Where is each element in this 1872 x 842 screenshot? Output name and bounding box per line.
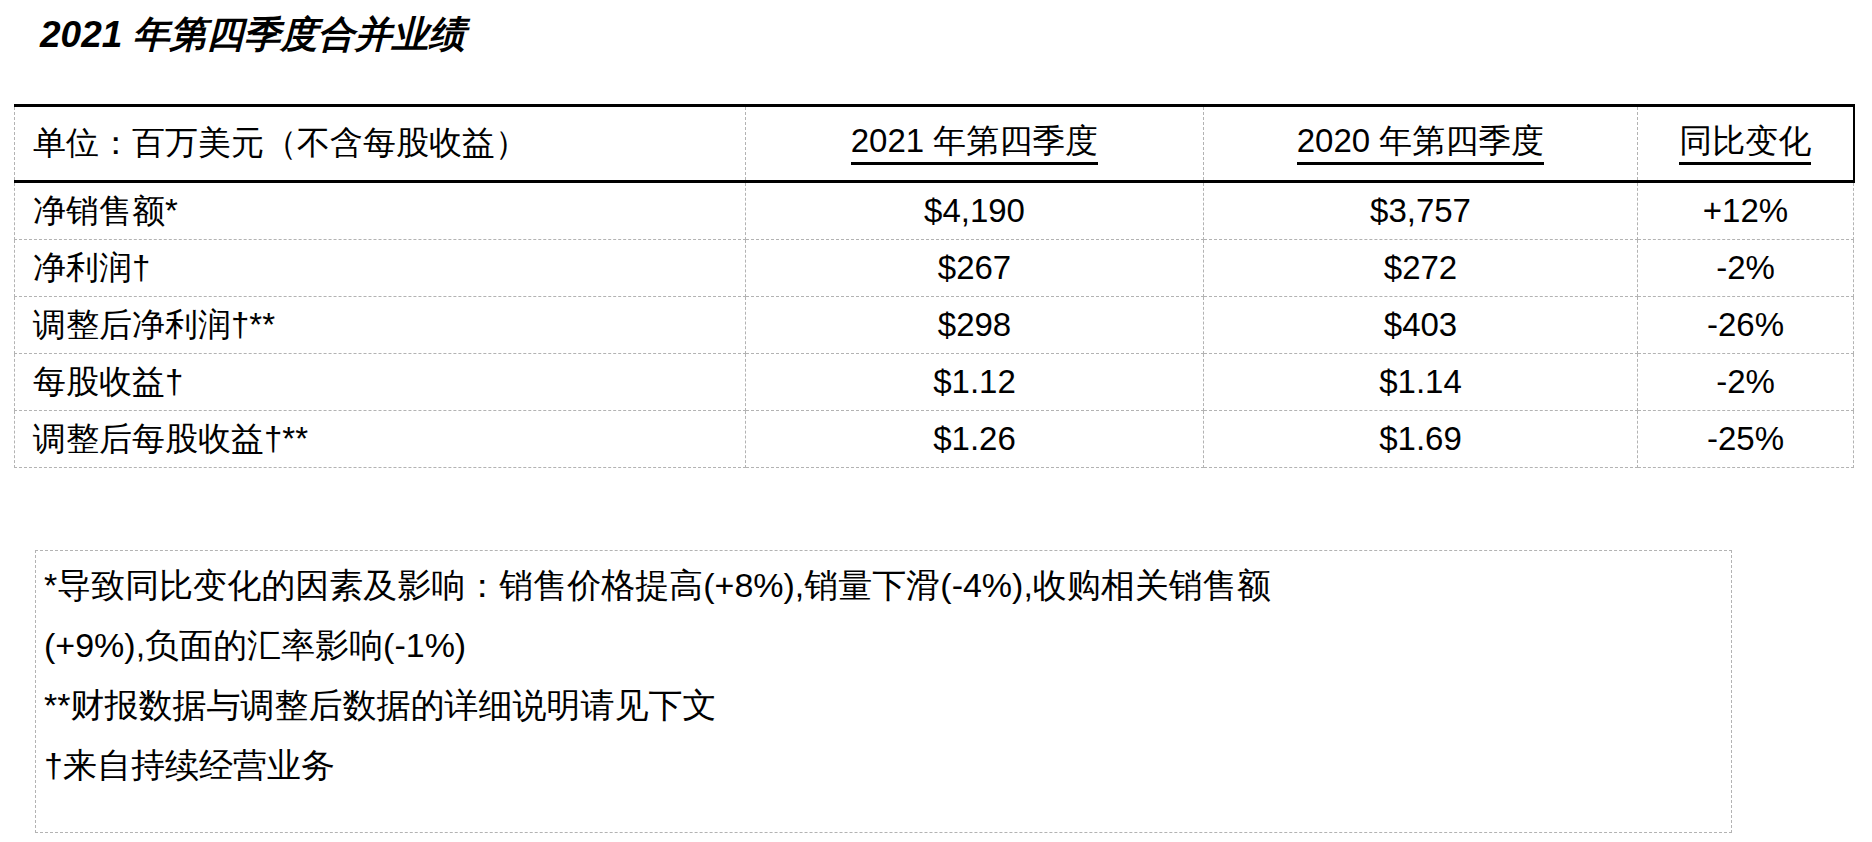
document-page: 2021 年第四季度合并业绩 单位：百万美元（不含每股收益） 2021 年第四季… (0, 0, 1872, 842)
value-q4-2020: $1.69 (1204, 411, 1638, 468)
row-label: 调整后净利润†** (15, 297, 746, 354)
row-label: 净利润† (15, 240, 746, 297)
value-change: +12% (1638, 182, 1854, 240)
table-row: 净销售额* $4,190 $3,757 +12% (15, 182, 1854, 240)
header-unit-label: 单位：百万美元（不含每股收益） (33, 124, 528, 161)
value-change: -2% (1638, 354, 1854, 411)
value-q4-2021: $1.12 (746, 354, 1204, 411)
header-q4-2021-label: 2021 年第四季度 (851, 123, 1099, 165)
value-change: -2% (1638, 240, 1854, 297)
table-row: 调整后净利润†** $298 $403 -26% (15, 297, 1854, 354)
footnote-sales-factors-line1: *导致同比变化的因素及影响：销售价格提高(+8%),销量下滑(-4%),收购相关… (44, 555, 1723, 615)
footnote-sales-factors-line2: (+9%),负面的汇率影响(-1%) (44, 615, 1723, 675)
row-label: 调整后每股收益†** (15, 411, 746, 468)
table-row: 调整后每股收益†** $1.26 $1.69 -25% (15, 411, 1854, 468)
value-change: -26% (1638, 297, 1854, 354)
quarterly-results-table: 单位：百万美元（不含每股收益） 2021 年第四季度 2020 年第四季度 同比… (14, 104, 1855, 468)
row-label: 净销售额* (15, 182, 746, 240)
value-q4-2021: $267 (746, 240, 1204, 297)
table-row: 净利润† $267 $272 -2% (15, 240, 1854, 297)
row-label: 每股收益† (15, 354, 746, 411)
footnotes-box: *导致同比变化的因素及影响：销售价格提高(+8%),销量下滑(-4%),收购相关… (35, 550, 1732, 833)
footnote-adjusted-data-note: **财报数据与调整后数据的详细说明请见下文 (44, 675, 1723, 735)
page-title: 2021 年第四季度合并业绩 (40, 10, 466, 60)
header-q4-2020-label: 2020 年第四季度 (1297, 123, 1545, 165)
header-cell-q4-2021: 2021 年第四季度 (746, 106, 1204, 182)
value-q4-2020: $272 (1204, 240, 1638, 297)
table-header-row: 单位：百万美元（不含每股收益） 2021 年第四季度 2020 年第四季度 同比… (15, 106, 1854, 182)
header-cell-unit: 单位：百万美元（不含每股收益） (15, 106, 746, 182)
value-change: -25% (1638, 411, 1854, 468)
clipped-next-section-heading: 2021 年全年合并业绩 (40, 837, 382, 842)
header-cell-change: 同比变化 (1638, 106, 1854, 182)
value-q4-2020: $1.14 (1204, 354, 1638, 411)
value-q4-2020: $403 (1204, 297, 1638, 354)
value-q4-2020: $3,757 (1204, 182, 1638, 240)
value-q4-2021: $1.26 (746, 411, 1204, 468)
value-q4-2021: $4,190 (746, 182, 1204, 240)
value-q4-2021: $298 (746, 297, 1204, 354)
header-cell-q4-2020: 2020 年第四季度 (1204, 106, 1638, 182)
table-row: 每股收益† $1.12 $1.14 -2% (15, 354, 1854, 411)
footnote-continuing-operations: †来自持续经营业务 (44, 735, 1723, 795)
header-change-label: 同比变化 (1679, 123, 1811, 165)
